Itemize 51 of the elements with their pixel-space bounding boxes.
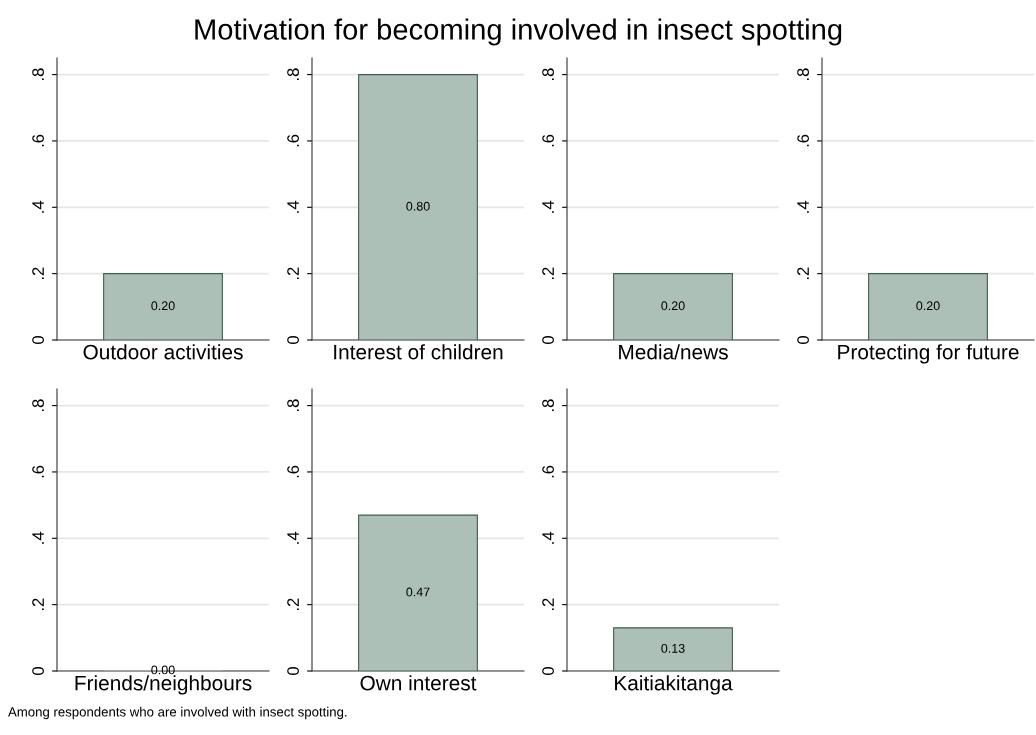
y-tick-label: .4 xyxy=(32,531,44,544)
y-tick-label: .6 xyxy=(32,134,44,147)
y-tick-label: .6 xyxy=(32,465,44,478)
data-label: 0.80 xyxy=(406,201,430,211)
y-tick-label: .2 xyxy=(542,267,554,280)
x-tick-label: Own interest xyxy=(360,675,477,691)
y-tick-label: .2 xyxy=(797,267,809,280)
x-tick-label: Friends/neighbours xyxy=(75,675,252,695)
y-tick-label: .4 xyxy=(542,200,554,213)
y-tick-label: .8 xyxy=(32,68,44,81)
y-tick-label: 0 xyxy=(32,667,44,675)
data-label: 0.20 xyxy=(916,301,940,311)
y-tick-label: .6 xyxy=(797,134,809,147)
y-tick-label: .2 xyxy=(32,267,44,280)
y-tick-label: .4 xyxy=(542,531,554,544)
y-tick-label: 0 xyxy=(32,336,44,344)
data-label: 0.47 xyxy=(406,587,430,597)
y-tick-label: .4 xyxy=(287,531,299,544)
y-tick-label: .2 xyxy=(542,598,554,611)
data-label: 0.00 xyxy=(151,665,175,675)
y-tick-label: .2 xyxy=(287,267,299,280)
y-tick-label: 0 xyxy=(287,667,299,675)
y-tick-label: 0 xyxy=(287,336,299,344)
y-tick-label: .8 xyxy=(797,68,809,81)
data-label: 0.13 xyxy=(661,643,685,653)
y-tick-label: .8 xyxy=(287,68,299,81)
y-tick-label: .6 xyxy=(287,134,299,147)
y-tick-label: .2 xyxy=(32,598,44,611)
y-tick-label: .6 xyxy=(542,465,554,478)
text: Among respondents who are involved with insect spotting. xyxy=(8,706,347,720)
y-tick-label: 0 xyxy=(797,336,809,344)
x-tick-label: Kaitiakitanga xyxy=(615,675,733,695)
x-tick-label: Protecting for future xyxy=(838,344,1019,364)
y-tick-label: .4 xyxy=(32,200,44,213)
y-tick-label: 0 xyxy=(542,336,554,344)
y-tick-label: .6 xyxy=(542,134,554,147)
x-tick-label: Outdoor activities xyxy=(83,344,243,360)
y-tick-label: .6 xyxy=(287,465,299,478)
y-tick-label: .2 xyxy=(287,598,299,611)
y-tick-label: .8 xyxy=(542,68,554,81)
text: Motivation for becoming involved in insect spotting xyxy=(195,18,842,46)
data-label: 0.20 xyxy=(151,301,175,311)
y-tick-label: .8 xyxy=(542,399,554,412)
y-tick-label: 0 xyxy=(542,667,554,675)
y-tick-label: .8 xyxy=(287,399,299,412)
x-tick-label: Interest of children xyxy=(334,344,503,360)
data-label: 0.20 xyxy=(661,301,685,311)
y-tick-label: .4 xyxy=(287,200,299,213)
x-tick-label: Media/news xyxy=(619,344,728,360)
y-tick-label: .4 xyxy=(797,200,809,213)
y-tick-label: .8 xyxy=(32,399,44,412)
